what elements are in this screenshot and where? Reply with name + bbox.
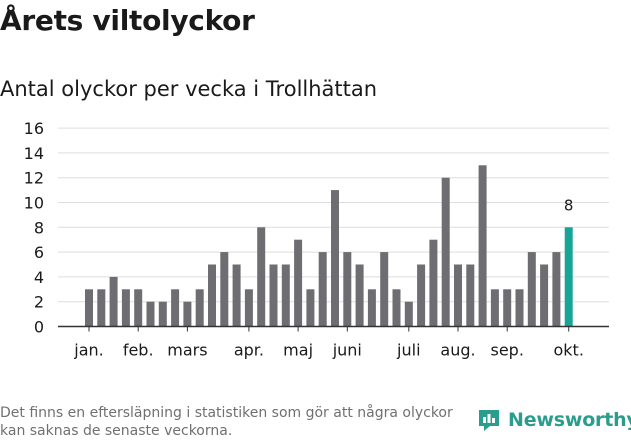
x-tick-label: feb. <box>123 341 154 360</box>
bar <box>527 252 536 327</box>
bar <box>294 239 303 327</box>
bar <box>85 289 93 327</box>
y-tick-label: 6 <box>34 243 44 262</box>
bar <box>417 264 426 327</box>
brand-name: Newsworthy <box>508 409 631 431</box>
x-tick-label: maj <box>283 341 313 360</box>
bar <box>429 239 438 327</box>
bar <box>441 177 450 327</box>
footnote: Det finns en eftersläpning i statistiken… <box>0 405 453 439</box>
bar <box>503 289 512 327</box>
bar-chart: 0 2 4 6 8 10 12 14 16 8 jan. feb. mars apr. maj juni jul… <box>24 119 609 360</box>
newsworthy-logo-icon <box>479 410 499 431</box>
chart-title: Årets viltolyckor <box>0 4 255 37</box>
bar <box>232 264 241 327</box>
bar <box>97 289 106 327</box>
bar <box>158 301 167 327</box>
bar <box>343 252 352 327</box>
y-tick-label: 10 <box>24 194 44 213</box>
bar <box>281 264 290 327</box>
bar <box>392 289 401 327</box>
x-tick-label: aug. <box>440 341 475 360</box>
bar <box>109 276 118 327</box>
bar <box>454 264 462 327</box>
y-tick-label: 12 <box>24 169 44 188</box>
x-tick-label: juli <box>396 341 420 360</box>
x-tick-label: okt. <box>553 341 583 360</box>
bar <box>306 289 315 327</box>
bar <box>466 264 475 327</box>
bar <box>331 190 339 327</box>
x-tick-label: juni <box>332 341 362 360</box>
bar <box>244 289 253 327</box>
y-tick-label: 2 <box>34 293 44 312</box>
bar <box>540 264 549 327</box>
brand-logo[interactable]: Newsworthy <box>476 407 631 433</box>
bar <box>515 289 524 327</box>
chart-subtitle: Antal olyckor per vecka i Trollhättan <box>0 77 378 101</box>
bar <box>183 301 192 327</box>
y-tick-label: 16 <box>24 119 44 138</box>
y-tick-label: 14 <box>24 144 44 163</box>
bar <box>208 264 216 327</box>
bar <box>121 289 130 327</box>
bar <box>269 264 278 327</box>
bar <box>380 252 389 327</box>
bar <box>490 289 499 327</box>
bar <box>355 264 364 327</box>
bar <box>404 301 413 327</box>
x-tick-label: mars <box>167 341 207 360</box>
bar <box>318 252 327 327</box>
bar <box>220 252 229 327</box>
bar <box>552 252 561 327</box>
bar <box>257 227 266 327</box>
bar <box>478 165 487 327</box>
bar <box>195 289 204 327</box>
x-tick-label: sep. <box>490 341 523 360</box>
bar <box>146 301 155 327</box>
bar <box>367 289 376 327</box>
bar-highlight <box>564 227 573 327</box>
data-label: 8 <box>564 196 574 214</box>
y-tick-label: 4 <box>34 268 44 287</box>
bar <box>134 289 143 327</box>
y-tick-label: 8 <box>34 218 44 237</box>
x-tick-label: jan. <box>73 341 103 360</box>
bar <box>171 289 180 327</box>
y-tick-label: 0 <box>34 318 44 337</box>
x-tick-label: apr. <box>234 341 264 360</box>
